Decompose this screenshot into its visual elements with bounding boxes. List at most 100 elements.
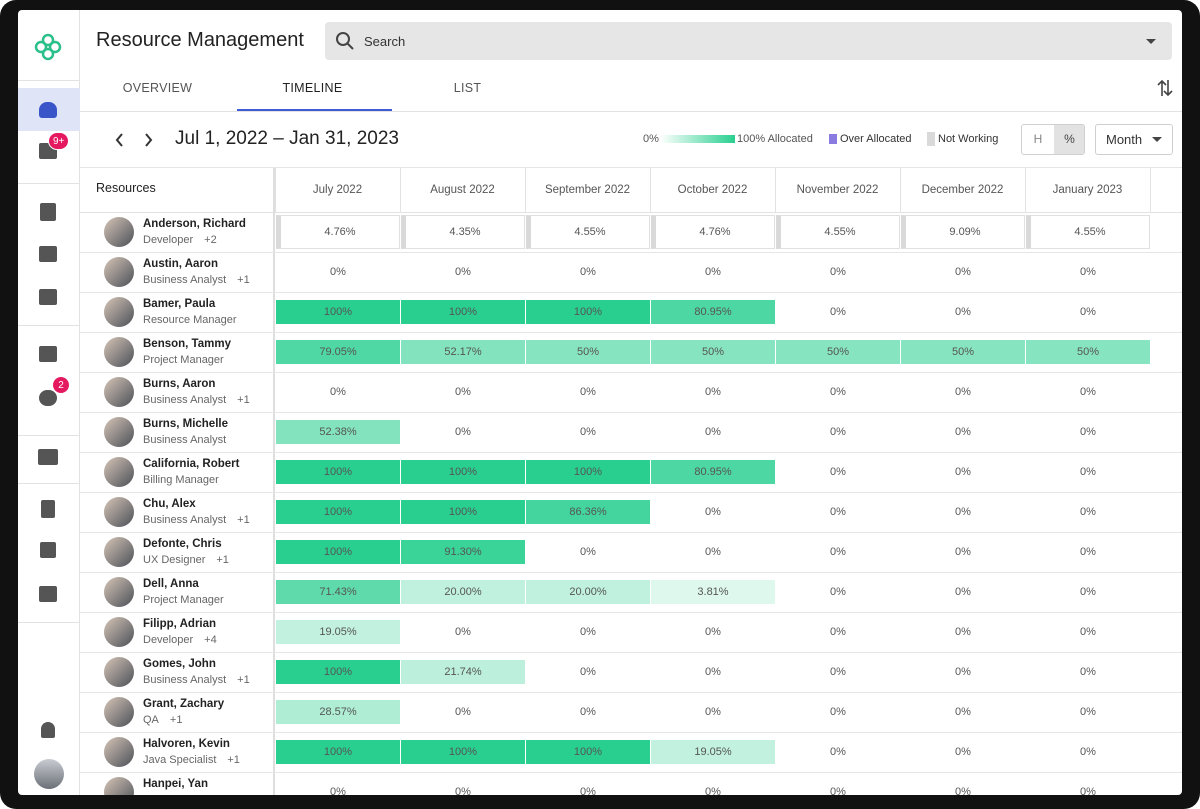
allocation-cell: 100%	[401, 460, 525, 484]
resource-name: Hanpei, Yan	[143, 778, 208, 790]
row-line	[80, 452, 1182, 453]
extra-roles[interactable]: +4	[204, 634, 217, 646]
date-nav[interactable]	[114, 132, 158, 148]
column-divider	[400, 168, 401, 212]
allocation-cell: 0%	[830, 266, 846, 278]
extra-roles[interactable]: +1	[169, 714, 183, 726]
resource-role: Billing Manager	[143, 474, 219, 486]
allocation-cell: 0%	[455, 626, 471, 638]
allocation-cell: 0%	[705, 786, 721, 795]
tab-underline	[237, 109, 392, 111]
avatar	[104, 777, 134, 795]
resource-role: Business Analyst +1	[143, 274, 250, 286]
allocation-cell: 0%	[705, 386, 721, 398]
toggle-percent[interactable]: %	[1054, 125, 1084, 154]
tab[interactable]: TIMELINE	[282, 81, 343, 95]
extra-roles[interactable]: +1	[227, 754, 240, 766]
nav-icon[interactable]	[39, 346, 57, 362]
avatar	[104, 417, 134, 447]
search-box[interactable]: Search	[325, 22, 1172, 60]
extra-roles[interactable]: +1	[237, 274, 250, 286]
allocation-cell: 4.55%	[526, 215, 650, 249]
month-header: December 2022	[921, 184, 1004, 196]
allocation-cell: 52.17%	[401, 340, 525, 364]
dropdown-caret	[1152, 137, 1162, 142]
avatar	[104, 457, 134, 487]
resource-name: Gomes, John	[143, 658, 216, 670]
badge: 2	[52, 376, 70, 394]
notifications[interactable]	[41, 722, 55, 738]
page-title: Resource Management	[96, 29, 304, 51]
allocation-cell: 0%	[705, 266, 721, 278]
user-avatar[interactable]	[34, 759, 64, 789]
nav-icon[interactable]	[39, 586, 57, 602]
allocation-cell: 19.05%	[651, 740, 775, 764]
tab[interactable]: OVERVIEW	[122, 81, 193, 95]
divider	[18, 435, 80, 436]
allocation-cell: 50%	[1026, 340, 1150, 364]
resource-role: Project Manager	[143, 594, 224, 606]
avatar	[104, 497, 134, 527]
allocation-cell: 0%	[580, 426, 596, 438]
row-line	[80, 772, 1182, 773]
nav-icon[interactable]	[39, 390, 57, 406]
extra-roles[interactable]: +2	[204, 234, 217, 246]
month-header: August 2022	[430, 184, 495, 196]
extra-roles[interactable]: +1	[237, 514, 250, 526]
sort-button[interactable]	[1157, 78, 1173, 98]
allocation-cell: 100%	[526, 740, 650, 764]
nav-icon[interactable]	[39, 246, 57, 262]
allocation-cell: 28.57%	[276, 700, 400, 724]
nav-icon[interactable]	[39, 289, 57, 305]
allocation-cell: 4.35%	[401, 215, 525, 249]
allocation-cell: 0%	[705, 546, 721, 558]
avatar	[104, 537, 134, 567]
nav-icon[interactable]	[38, 449, 58, 465]
nav-icon[interactable]	[40, 542, 56, 558]
allocation-cell: 0%	[1080, 666, 1096, 678]
allocation-cell: 80.95%	[651, 300, 775, 324]
divider	[18, 183, 80, 184]
allocation-cell: 100%	[526, 460, 650, 484]
allocation-cell: 0%	[580, 386, 596, 398]
allocation-cell: 79.05%	[276, 340, 400, 364]
period-dropdown[interactable]: Month	[1095, 124, 1173, 155]
allocation-cell: 0%	[1080, 266, 1096, 278]
legend-swatch	[829, 134, 837, 144]
extra-roles[interactable]: +1	[237, 394, 250, 406]
row-line	[80, 572, 1182, 573]
avatar	[104, 377, 134, 407]
resource-role: Developer +4	[143, 634, 217, 646]
nav-icon[interactable]	[40, 203, 56, 221]
allocation-cell: 0%	[955, 266, 971, 278]
allocation-cell: 3.81%	[651, 580, 775, 604]
toggle-hours[interactable]: H	[1033, 132, 1043, 146]
allocation-cell: 0%	[830, 386, 846, 398]
allocation-cell: 0%	[580, 786, 596, 795]
row-line	[80, 612, 1182, 613]
resource-name: Anderson, Richard	[143, 218, 246, 230]
divider	[18, 483, 80, 484]
resource-name: Grant, Zachary	[143, 698, 225, 710]
resource-name: Filipp, Adrian	[143, 618, 217, 630]
nav-icon[interactable]	[39, 102, 57, 118]
resource-name: Burns, Michelle	[143, 418, 228, 430]
extra-roles[interactable]: +1	[237, 674, 250, 686]
divider	[18, 325, 80, 326]
avatar	[104, 617, 134, 647]
month-header: October 2022	[677, 184, 748, 196]
allocation-cell: 100%	[276, 500, 400, 524]
tab[interactable]: LIST	[453, 81, 482, 95]
resources-column-line	[273, 168, 275, 795]
resource-name: California, Robert	[143, 458, 240, 470]
allocation-cell: 0%	[955, 386, 971, 398]
nav-icon[interactable]	[41, 500, 55, 518]
allocation-cell: 71.43%	[276, 580, 400, 604]
sidebar: 9+ 2	[18, 10, 80, 795]
allocation-cell: 21.74%	[401, 660, 525, 684]
row-line	[80, 292, 1182, 293]
extra-roles[interactable]: +1	[216, 554, 229, 566]
search-icon	[336, 32, 354, 50]
allocation-cell: 100%	[401, 300, 525, 324]
allocation-cell: 0%	[955, 746, 971, 758]
